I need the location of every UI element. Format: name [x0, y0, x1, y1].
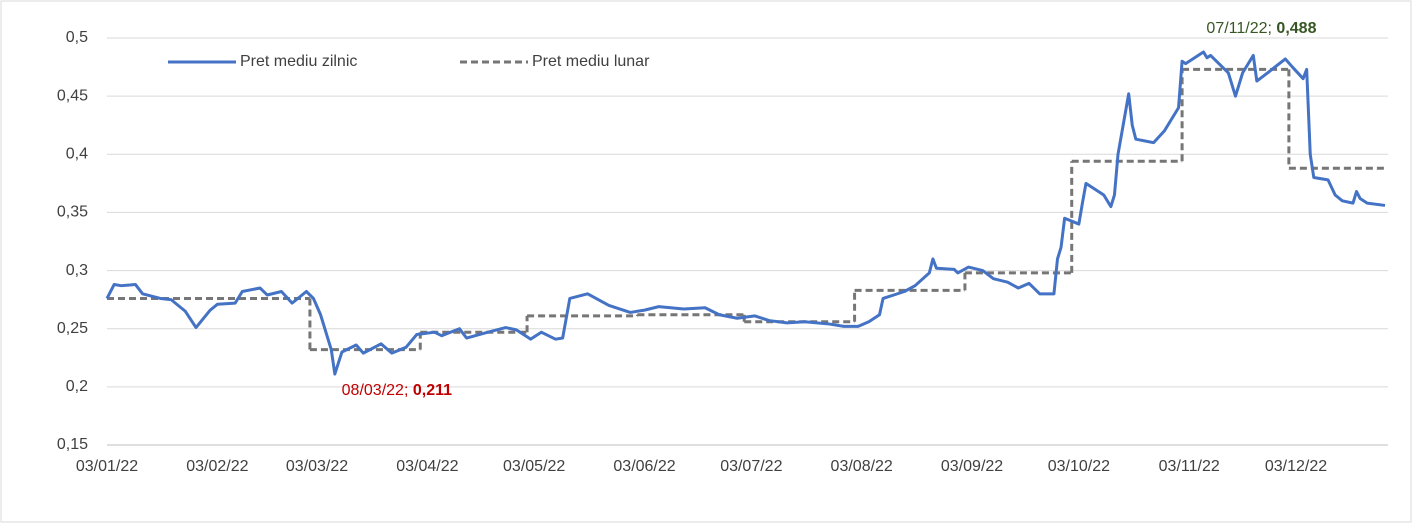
series-line	[105, 50, 1386, 376]
annotation-date: 08/03/22;	[342, 382, 409, 399]
annotation: 07/11/22; 0,488	[1206, 20, 1316, 37]
annotation-value: 0,211	[413, 382, 452, 399]
annotation-value: 0,488	[1276, 20, 1316, 37]
y-tick-label: 0,25	[57, 320, 88, 337]
y-tick-label: 0,15	[57, 436, 88, 453]
x-tick-label: 03/12/22	[1265, 458, 1327, 475]
x-tick-label: 03/11/22	[1159, 458, 1220, 475]
x-tick-label: 03/01/22	[76, 458, 138, 475]
legend-label: Pret mediu lunar	[532, 53, 650, 70]
x-tick-label: 03/06/22	[613, 458, 675, 475]
legend-label: Pret mediu zilnic	[240, 53, 357, 70]
x-tick-label: 03/09/22	[941, 458, 1003, 475]
x-tick-label: 03/10/22	[1048, 458, 1110, 475]
y-tick-label: 0,35	[57, 204, 88, 221]
y-tick-label: 0,4	[66, 146, 88, 163]
annotation: 08/03/22; 0,211	[342, 382, 452, 399]
x-tick-label: 03/03/22	[286, 458, 348, 475]
x-tick-label: 03/08/22	[831, 458, 893, 475]
x-tick-label: 03/05/22	[503, 458, 565, 475]
x-tick-label: 03/02/22	[186, 458, 248, 475]
y-tick-label: 0,5	[66, 29, 88, 46]
x-tick-label: 03/07/22	[720, 458, 782, 475]
y-tick-label: 0,3	[66, 262, 88, 279]
y-tick-label: 0,45	[57, 87, 88, 104]
y-tick-label: 0,2	[66, 378, 88, 395]
annotation-date: 07/11/22;	[1206, 20, 1272, 37]
x-tick-label: 03/04/22	[396, 458, 458, 475]
